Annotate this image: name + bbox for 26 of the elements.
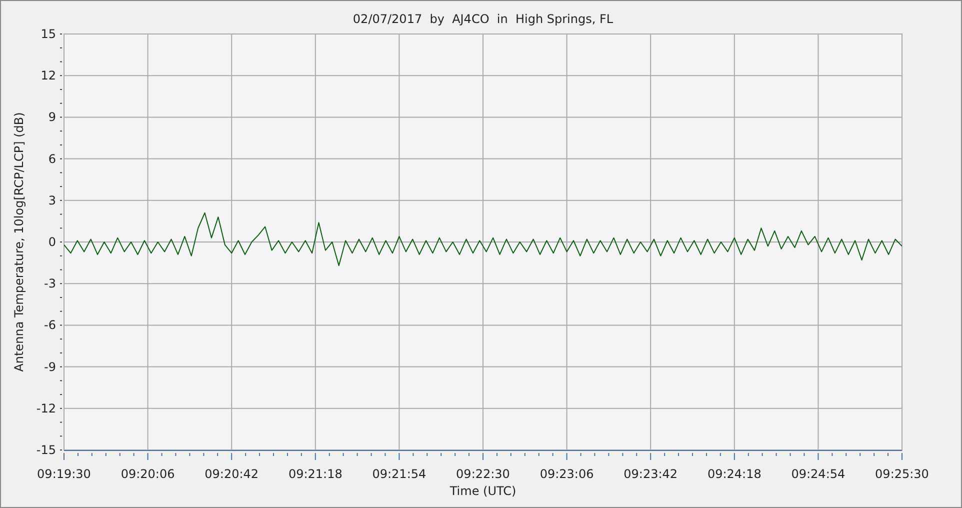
y-tick-label: 0 (48, 235, 56, 249)
x-tick-label: 09:20:06 (120, 467, 175, 481)
x-tick-label: 09:25:30 (875, 467, 929, 481)
x-tick-label: 09:23:42 (624, 467, 678, 481)
y-tick-label: 3 (48, 193, 56, 208)
y-tick-label: -6 (44, 318, 56, 332)
x-tick-label: 09:22:30 (456, 467, 510, 481)
y-tick-label: -9 (44, 360, 56, 374)
x-tick-label: 09:21:54 (372, 467, 426, 481)
x-tick-label: 09:24:18 (707, 467, 762, 481)
x-tick-label: 09:20:42 (204, 467, 259, 481)
y-tick-label: -3 (44, 276, 56, 291)
y-axis-title: Antenna Temperature, 10log[RCP/LCP] (dB) (12, 112, 26, 372)
y-tick-label: -15 (36, 443, 56, 457)
y-tick-label: 9 (48, 110, 56, 124)
x-axis-title: Time (UTC) (448, 484, 516, 498)
y-tick-label: 12 (40, 68, 56, 83)
chart-title: 02/07/2017 by AJ4CO in High Springs, FL (352, 12, 614, 26)
y-tick-label: 15 (40, 27, 56, 41)
line-series (64, 212, 902, 266)
y-tick-label: 6 (48, 152, 56, 166)
x-tick-label: 09:21:18 (288, 467, 342, 481)
x-tick-label: 09:24:54 (791, 467, 846, 481)
x-tick-label: 09:23:06 (540, 467, 594, 481)
x-tick-label: 09:19:30 (37, 467, 91, 481)
y-tick-label: -12 (36, 401, 56, 416)
